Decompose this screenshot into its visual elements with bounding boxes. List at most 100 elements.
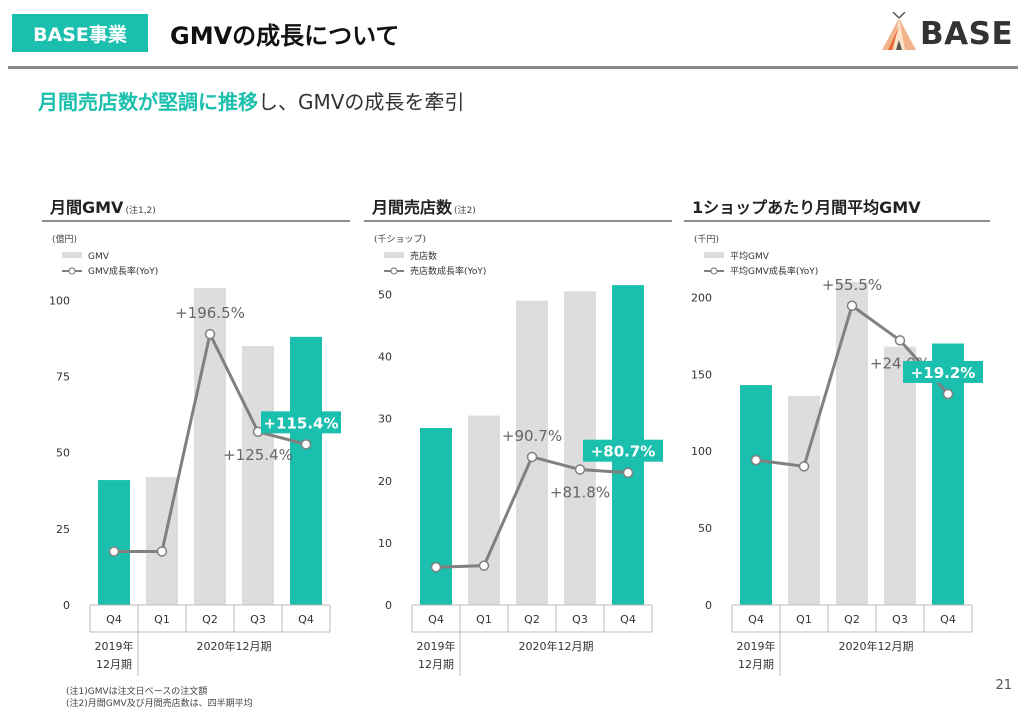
bar [468,415,500,605]
x-tick-label: Q4 [620,613,636,626]
legend-line-label: 平均GMV成長率(YoY) [730,265,818,277]
x-tick-label: Q3 [892,613,908,626]
y-tick-label: 100 [49,294,70,307]
growth-marker [156,546,168,557]
legend-line-label: 売店数成長率(YoY) [410,265,486,277]
growth-label-highlight-box [261,411,341,434]
growth-label: +125.4% [223,446,293,464]
growth-marker [526,451,538,463]
page-number: 21 [995,678,1012,693]
bar [242,345,274,605]
legend-line-label: GMV成長率(YoY) [88,265,158,277]
chart-shops-title-text: 月間売店数 [372,198,453,217]
x-tick-label: Q4 [940,613,956,626]
legend-line-marker [68,267,76,275]
chart-gmv-title: 月間GMV (注1,2) [42,194,350,222]
chart-gmv: (億円) GMV GMV成長率(YoY) 0 25 50 75 100 Q4 Q1 Q2 Q3 Q4 20… [49,233,341,676]
subtitle-highlight: 月間売店数が堅調に推移 [38,90,258,114]
chart-avg: (千円) 平均GMV 平均GMV成長率(YoY) 0 50 100 150 200 Q4 Q1 Q2… [691,234,983,676]
x-tick-label: Q4 [748,613,764,626]
legend-bar-label: GMV [88,252,110,262]
tent-logo-icon [882,12,916,50]
logo-text: BASE [920,16,1014,52]
chart-gmv-title-text: 月間GMV [50,198,124,217]
y-tick-label: 25 [56,523,70,536]
subtitle-text-2: GMVの成長を牽引 [298,90,465,114]
y-tick-label: 40 [378,351,392,364]
y-tick-label: 100 [691,445,712,458]
y-tick-label: 50 [56,447,70,460]
growth-label: +196.5% [175,304,245,322]
growth-marker [798,461,810,472]
legend-bar-label: 平均GMV [730,250,770,262]
legend-line-marker [710,267,718,275]
chart-shops-title: 月間売店数 (注2) [364,194,672,222]
fiscal-label-2020: 2020年12月期 [519,639,594,653]
y-tick-label: 0 [63,599,70,612]
x-tick-label: Q2 [524,613,540,626]
growth-marker [108,546,120,557]
y-tick-label: 0 [705,599,712,612]
x-tick-label: Q1 [154,613,170,626]
x-tick-label: Q4 [298,613,314,626]
fiscal-label-2019-line2: 12月期 [738,658,774,671]
footnote-1: (注1)GMVは注文日ベースの注文額 [66,687,208,697]
x-tick-label: Q4 [428,613,444,626]
page-title: GMVの成長について [170,22,400,50]
y-tick-label: 0 [385,599,392,612]
bar [932,343,964,605]
bar [420,427,452,605]
bar [290,336,322,605]
fiscal-label-2019-line1: 2019年 [417,639,456,653]
y-tick-label: 200 [691,291,712,304]
x-tick-label: Q3 [572,613,588,626]
growth-label-highlight: +19.2% [911,364,976,382]
growth-label: +81.8% [550,484,610,502]
x-tick-label: Q3 [250,613,266,626]
y-tick-label: 30 [378,413,392,426]
y-tick-label: 75 [56,370,70,383]
x-tick-label: Q2 [844,613,860,626]
legend-bar-swatch [62,252,82,258]
x-tick-label: Q2 [202,613,218,626]
subtitle: 月間売店数が堅調に推移し、GMVの成長を牽引 [38,86,464,115]
y-tick-label: 150 [691,368,712,381]
section-badge: BASE事業 [12,14,148,52]
growth-marker [478,560,490,571]
chart-avg-title: 1ショップあたり月間平均GMV [684,194,990,222]
chart-avg-title-text: 1ショップあたり月間平均GMV [692,198,921,217]
y-tick-label: 20 [378,475,392,488]
growth-marker [622,467,634,478]
y-tick-label: 50 [698,522,712,535]
base-logo: BASE [880,12,1015,54]
fiscal-label-2019-line2: 12月期 [96,658,132,671]
growth-label-highlight: +80.7% [591,443,656,461]
bar [98,480,130,605]
y-tick-label: 50 [378,288,392,301]
fiscal-label-2019-line2: 12月期 [418,658,454,671]
x-tick-label: Q1 [796,613,812,626]
x-tick-label: Q4 [106,613,122,626]
growth-marker [942,388,954,400]
unit-label: (億円) [52,233,77,245]
unit-label: (千円) [694,234,719,245]
growth-label: +90.7% [502,427,562,445]
bar [740,385,772,605]
growth-label-highlight: +115.4% [263,414,338,432]
fiscal-label-2020: 2020年12月期 [839,639,914,653]
fiscal-label-2019-line1: 2019年 [95,639,134,653]
footnote-2: (注2)月間GMV及び月間売店数は、四半期平均 [66,699,253,709]
growth-label: +55.5% [822,276,882,294]
chart-shops-title-note: (注2) [454,206,476,216]
chart-gmv-title-note: (注1,2) [125,206,156,216]
growth-label-highlight-box [903,360,983,383]
unit-label: (千ショップ) [374,234,426,245]
subtitle-text-1: し、 [258,90,298,114]
growth-marker [894,335,906,346]
fiscal-label-2019-line1: 2019年 [737,639,776,653]
legend-line-marker [390,267,398,275]
growth-marker [430,561,442,573]
growth-marker [300,439,312,450]
legend-bar-swatch [384,252,404,258]
